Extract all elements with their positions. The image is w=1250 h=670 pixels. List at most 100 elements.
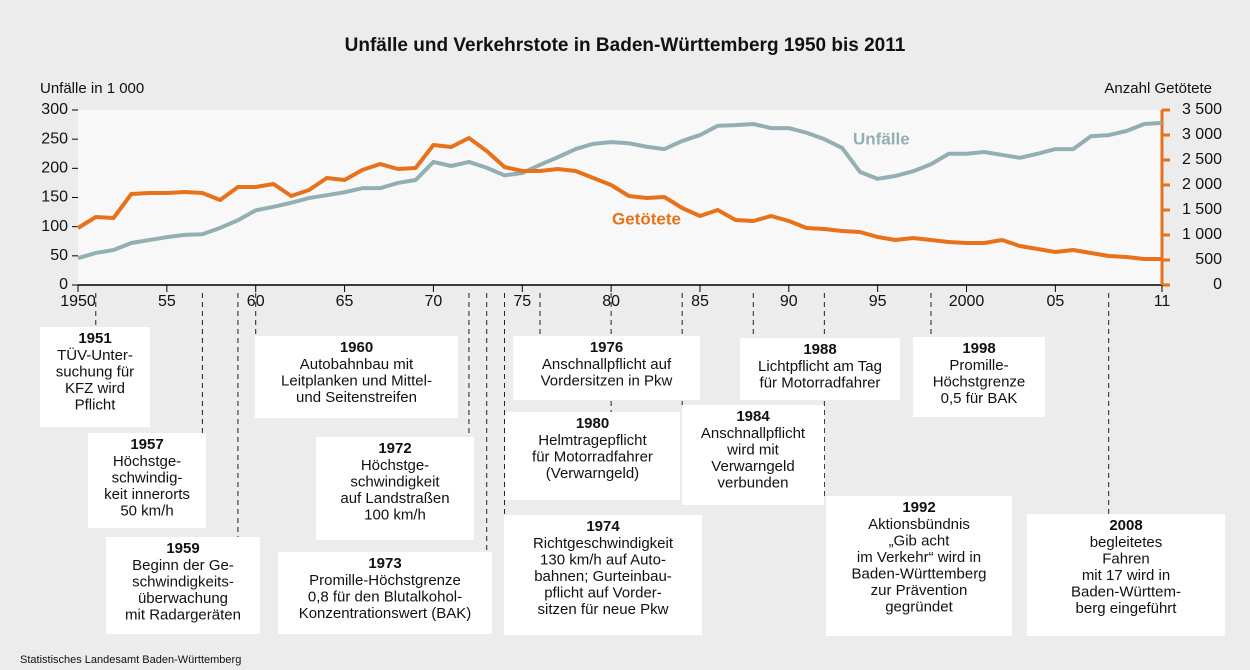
annotation-text: Richtgeschwindigkeit [533, 535, 674, 552]
annotation-text: sitzen für neue Pkw [538, 601, 669, 618]
annotation-text: pflicht auf Vorder- [544, 584, 662, 601]
annotation-text: für Motorradfahrer [760, 374, 881, 391]
x-tick-label: 90 [780, 293, 798, 310]
x-tick-label: 75 [513, 293, 531, 310]
annotation-box [913, 337, 1045, 417]
annotation-text: 0,5 für BAK [941, 390, 1018, 407]
x-tick-label: 80 [602, 293, 620, 310]
annotation-text: keit innerorts [104, 486, 190, 503]
annotation-text: Baden-Württemberg [851, 565, 986, 582]
y2-tick-label: 3 500 [1182, 101, 1222, 118]
annotation-year: 1957 [130, 436, 163, 453]
x-tick-label: 70 [425, 293, 443, 310]
y-tick-label: 200 [41, 160, 68, 177]
annotation-text: auf Landstraßen [340, 490, 449, 507]
annotation-text: KFZ wird [65, 380, 125, 397]
series-line [77, 120, 1163, 261]
annotation-text: Lichtpflicht am Tag [758, 358, 882, 375]
y-axis-title: Unfälle in 1 000 [40, 80, 144, 97]
annotation-text: (Verwarngeld) [546, 465, 639, 482]
series-label: Unfälle [853, 129, 910, 148]
x-tick-label: 65 [336, 293, 354, 310]
x-tick-label: 05 [1046, 293, 1064, 310]
y2-axis-title: Anzahl Getötete [1104, 80, 1212, 97]
annotation-text: bahnen; Gurteinbau- [534, 568, 672, 585]
annotation-text: suchung für [56, 363, 134, 380]
annotation-text: gegründet [885, 598, 953, 615]
y2-tick-label: 2 500 [1182, 151, 1222, 168]
annotation-text: „Gib acht [889, 532, 951, 549]
y2-tick-label: 3 000 [1182, 126, 1222, 143]
annotation-text: Beginn der Ge- [132, 557, 234, 574]
annotation-text: und Seitenstreifen [296, 389, 417, 406]
x-tick-label: 85 [691, 293, 709, 310]
annotation-text: Aktionsbündnis [868, 516, 970, 533]
annotation-text: mit Radargeräten [125, 606, 241, 623]
x-tick-label: 55 [158, 293, 176, 310]
y-tick-label: 150 [41, 189, 68, 206]
annotation-year: 1998 [962, 340, 995, 357]
annotation-text: Höchstge- [113, 453, 181, 470]
annotation-year: 1974 [586, 518, 620, 535]
annotation-text: 0,8 für den Blutalkohol- [308, 588, 462, 605]
y-tick-label: 250 [41, 130, 68, 147]
annotation-year: 1951 [78, 330, 111, 347]
x-tick-label: 95 [869, 293, 887, 310]
annotation-box [740, 338, 900, 400]
annotation-text: Helmtragepflicht [538, 432, 647, 449]
annotation-text: Höchstge- [361, 457, 429, 474]
annotation-box [316, 437, 474, 540]
x-tick-label: 2000 [949, 293, 985, 310]
annotation-text: Promille-Höchstgrenze [309, 572, 461, 589]
annotation-year: 1976 [590, 339, 623, 356]
source: Statistisches Landesamt Baden-Württember… [20, 654, 241, 666]
x-tick-label: 11 [1154, 293, 1171, 310]
y2-tick-label: 0 [1213, 276, 1222, 293]
y-tick-label: 300 [41, 101, 68, 118]
series-line [76, 136, 1162, 261]
annotation-year: 1959 [166, 540, 199, 557]
annotation-box [278, 552, 492, 634]
series-label: Getötete [612, 209, 681, 228]
annotation-text: Vordersitzen in Pkw [541, 372, 673, 389]
annotation-year: 1973 [368, 555, 401, 572]
annotation-box [504, 515, 702, 635]
annotation-text: schwindig- [112, 469, 183, 486]
annotation-year: 1988 [803, 341, 836, 358]
y-tick-label: 100 [41, 218, 68, 235]
annotation-year: 2008 [1109, 517, 1142, 534]
y2-tick-label: 1 000 [1182, 226, 1222, 243]
annotation-box [682, 405, 824, 505]
annotation-text: wird mit [726, 441, 779, 458]
annotation-text: 130 km/h auf Auto- [540, 551, 666, 568]
plot-area [78, 110, 1162, 285]
annotation-text: im Verkehr“ wird in [857, 549, 981, 566]
annotation-text: überwachung [138, 590, 228, 607]
annotation-text: Höchstgrenze [933, 373, 1026, 390]
annotation-text: 100 km/h [364, 506, 426, 523]
annotation-year: 1980 [576, 415, 609, 432]
annotation-box [505, 412, 680, 500]
annotation-year: 1984 [736, 408, 770, 425]
annotation-box [40, 327, 150, 427]
x-tick-label: 60 [247, 293, 265, 310]
annotation-text: schwindigkeits- [132, 573, 234, 590]
annotation-box [255, 336, 458, 418]
annotation-box [88, 433, 206, 528]
annotation-text: mit 17 wird in [1082, 567, 1170, 584]
y-tick-label: 50 [50, 247, 68, 264]
chart-title: Unfälle und Verkehrstote in Baden-Württe… [345, 35, 906, 56]
annotation-text: Autobahnbau mit [300, 356, 414, 373]
annotation-box [513, 336, 700, 400]
annotation-text: schwindigkeit [350, 473, 440, 490]
annotation-text: TÜV-Unter- [57, 346, 133, 364]
annotation-text: Verwarngeld [711, 458, 794, 475]
annotation-text: Anschnallpflicht [701, 425, 806, 442]
annotation-text: Konzentrationswert (BAK) [299, 605, 472, 622]
annotation-year: 1960 [340, 339, 373, 356]
annotation-year: 1992 [902, 499, 935, 516]
y-tick-label: 0 [59, 276, 68, 293]
annotation-text: für Motorradfahrer [532, 448, 653, 465]
annotation-text: verbunden [718, 474, 789, 491]
